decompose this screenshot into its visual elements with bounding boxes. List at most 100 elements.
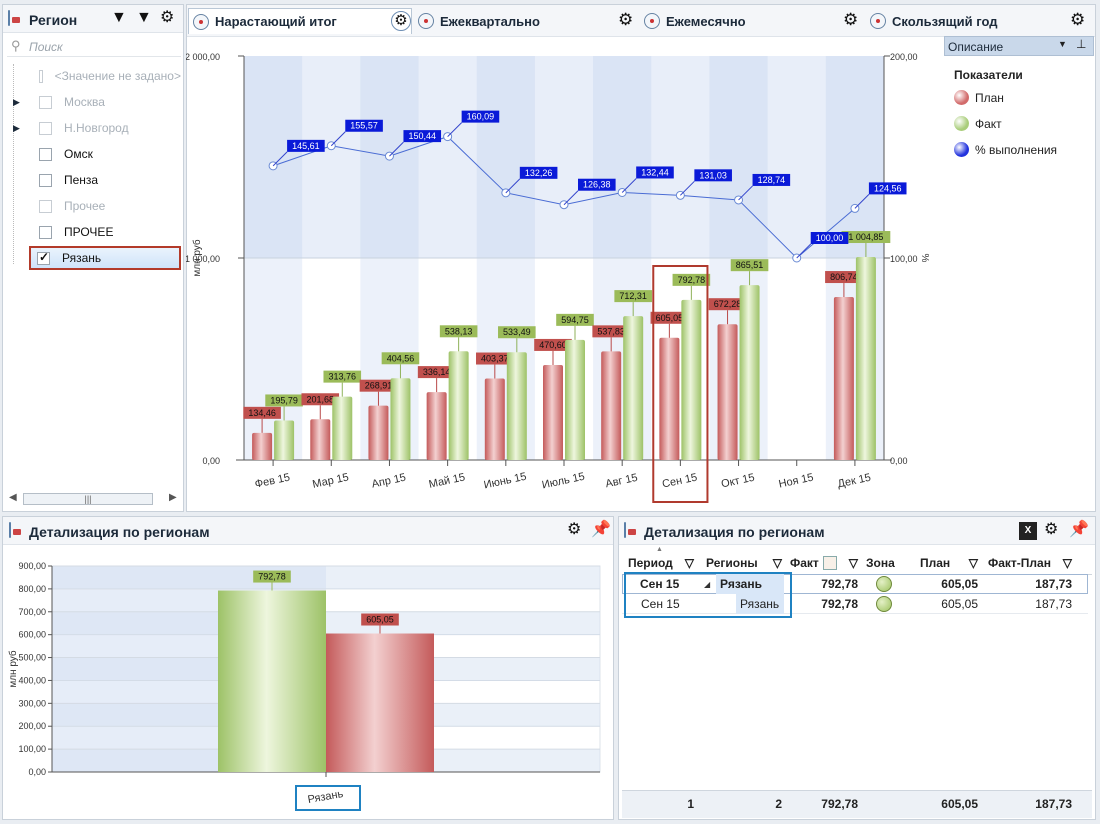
legend-label: План	[975, 90, 1004, 105]
col-fact[interactable]: Факт ▽	[790, 552, 858, 574]
total-fact: 792,78	[821, 797, 858, 811]
detail-chart-title: Детализация по регионам	[29, 524, 210, 540]
pin-icon[interactable]: 📌	[591, 521, 611, 538]
col-zone[interactable]: Зона	[866, 552, 906, 574]
region-checkbox[interactable]	[39, 69, 43, 83]
x-tick-label: Дек 15	[837, 472, 872, 491]
pct-label-leader	[447, 122, 462, 137]
region-checkbox[interactable]	[39, 225, 52, 239]
tab-cumulative-gear-icon[interactable]: ⚙	[391, 11, 411, 31]
fact-data-label: 1 004,85	[848, 232, 883, 242]
fact-label-bg	[672, 273, 711, 286]
legend-header[interactable]: Описание ▼ ⊥	[944, 36, 1094, 56]
gear-icon[interactable]: ⚙	[567, 521, 582, 538]
col-fact-minus-plan[interactable]: Факт-План ▽	[988, 552, 1072, 574]
grid-icon	[624, 522, 626, 538]
x-tick-label: Апр 15	[371, 472, 407, 491]
plan-data-label: 403,37	[481, 354, 509, 364]
filter-icon[interactable]: ▽	[968, 556, 978, 570]
region-item-label: Прочее	[64, 199, 106, 213]
plan-data-label: 134,46	[248, 408, 276, 418]
table-row[interactable]	[622, 574, 1088, 594]
horizontal-scrollbar[interactable]: ◀ ||| ▶	[7, 491, 181, 507]
gear-icon[interactable]: ⚙	[160, 9, 175, 26]
search-box[interactable]: ⚲ Поиск	[7, 37, 181, 57]
col-plan[interactable]: План ▽	[920, 552, 978, 574]
cell-fact: 792,78	[821, 577, 858, 591]
filter-icon[interactable]: ▽	[848, 556, 858, 570]
cell-diff: 187,73	[1035, 577, 1072, 591]
plan-label-bg	[534, 338, 572, 351]
pct-label-bg	[868, 182, 907, 195]
pct-label-leader	[621, 178, 637, 193]
region-item[interactable]: ▶ Москва	[13, 90, 181, 114]
x-tick-label: Июнь 15	[483, 471, 528, 492]
search-input[interactable]: Поиск	[29, 40, 63, 54]
x-tick-label: Ноя 15	[778, 472, 815, 491]
chart-tab-icon	[418, 13, 434, 29]
pin-icon[interactable]: 📌	[1069, 521, 1089, 538]
region-item[interactable]: <Значение не задано>	[13, 64, 181, 88]
tab-rolling-year-gear-icon[interactable]: ⚙	[1070, 10, 1086, 29]
region-checkbox[interactable]	[39, 199, 52, 213]
chart-tab-icon	[644, 13, 660, 29]
cell-fact: 792,78	[821, 597, 858, 611]
pin-icon[interactable]: ⊥	[1076, 37, 1087, 51]
col-period[interactable]: Период ▽	[628, 552, 694, 574]
tab-cumulative[interactable]: Нарастающий итог	[188, 8, 412, 34]
region-checkbox[interactable]	[39, 121, 52, 135]
fact-data-label: 865,51	[736, 260, 764, 270]
filter-apply-icon[interactable]: ▼	[111, 9, 127, 26]
chart-col-icon[interactable]	[822, 556, 837, 570]
gear-icon[interactable]: ⚙	[1044, 521, 1059, 538]
region-item[interactable]: Омск	[13, 142, 181, 166]
collapse-icon: ◢	[704, 579, 711, 589]
tab-monthly[interactable]: Ежемесячно	[640, 8, 864, 34]
filter-icon[interactable]: ▽	[684, 556, 694, 570]
filter-icon[interactable]: ▽	[772, 556, 782, 570]
table-row[interactable]	[622, 594, 1088, 614]
plan-bar	[484, 378, 505, 460]
pct-label-leader	[854, 194, 870, 209]
region-item[interactable]: ▶ Н.Новгород	[13, 116, 181, 140]
pct-label-leader	[680, 180, 695, 196]
upper-band	[244, 56, 884, 258]
region-checkbox[interactable]	[37, 250, 50, 265]
selected-category-highlight	[652, 265, 709, 503]
region-item[interactable]: Рязань	[29, 246, 181, 270]
tab-quarterly-gear-icon[interactable]: ⚙	[618, 10, 634, 29]
pct-label-leader	[330, 131, 346, 147]
tab-monthly-gear-icon[interactable]: ⚙	[843, 10, 859, 29]
plan-label-bg	[592, 325, 630, 338]
excel-export-icon[interactable]: X	[1019, 522, 1037, 540]
fact-bar	[218, 590, 326, 772]
region-checkbox[interactable]	[39, 147, 52, 161]
tab-rolling-year[interactable]: Скользящий год	[866, 8, 1092, 34]
pct-label-bg	[519, 166, 558, 179]
region-item[interactable]: Пенза	[13, 168, 181, 192]
legend-marker	[954, 116, 969, 131]
expand-icon[interactable]: ▶	[13, 96, 20, 107]
scroll-left-icon[interactable]: ◀	[9, 492, 17, 503]
y-axis-label: млн руб	[7, 650, 19, 688]
filter-clear-icon[interactable]: ▼	[136, 9, 152, 26]
region-checkbox[interactable]	[39, 95, 52, 109]
y2-tick-label: 200,00	[890, 52, 918, 62]
fact-label-bg	[556, 313, 594, 326]
legend-label: Факт	[975, 116, 1002, 131]
region-item[interactable]: Прочее	[13, 194, 181, 218]
tab-quarterly[interactable]: Ежеквартально	[414, 8, 638, 34]
plan-label-bg	[650, 311, 689, 324]
expand-icon[interactable]: ▶	[13, 122, 20, 133]
col-regions[interactable]: Регионы ▽	[706, 552, 782, 574]
region-item[interactable]: ПРОЧЕЕ	[13, 220, 181, 244]
region-checkbox[interactable]	[39, 173, 52, 187]
plan-data-label: 268,91	[365, 381, 393, 391]
scroll-thumb[interactable]: |||	[23, 493, 153, 505]
filter-icon[interactable]: ▽	[1062, 556, 1072, 570]
scroll-right-icon[interactable]: ▶	[169, 492, 177, 503]
plan-bar	[252, 432, 273, 460]
dropdown-icon[interactable]: ▼	[1058, 39, 1067, 49]
pct-data-label: 145,61	[292, 141, 320, 151]
fact-label-bg	[841, 231, 891, 244]
